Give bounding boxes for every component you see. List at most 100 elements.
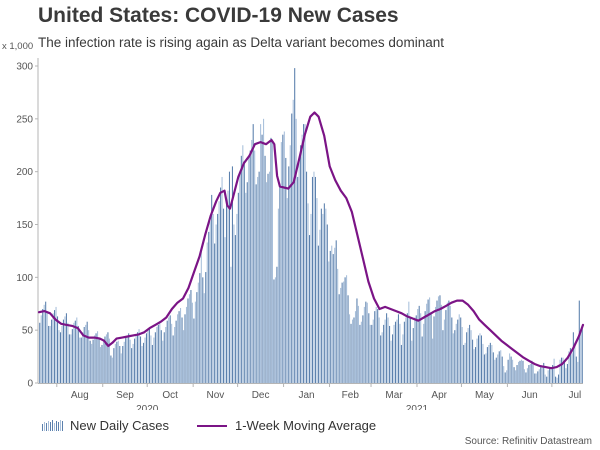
- bar: [308, 235, 311, 383]
- bar: [263, 118, 265, 383]
- bar: [88, 330, 90, 383]
- bar: [145, 333, 147, 383]
- bar: [577, 361, 579, 383]
- bar: [289, 145, 291, 383]
- bar: [178, 311, 180, 383]
- bar: [120, 353, 122, 383]
- bar: [464, 342, 466, 383]
- bar: [394, 321, 397, 383]
- bar: [556, 377, 558, 383]
- bar: [546, 376, 548, 383]
- bar: [510, 356, 512, 383]
- bar: [541, 366, 543, 383]
- bar: [491, 344, 493, 383]
- bar: [62, 319, 64, 383]
- bar: [572, 332, 574, 383]
- bar: [516, 365, 518, 383]
- bar: [547, 370, 549, 383]
- bar: [129, 339, 131, 383]
- bar: [391, 334, 394, 383]
- bar: [486, 347, 488, 383]
- bar: [396, 319, 398, 383]
- bar: [187, 298, 189, 383]
- bar: [76, 317, 78, 383]
- bar: [71, 329, 73, 383]
- bar: [366, 302, 368, 383]
- bar: [163, 332, 165, 383]
- bar: [467, 328, 469, 383]
- bar: [40, 315, 42, 383]
- bar: [440, 304, 442, 383]
- bar: [369, 324, 371, 383]
- bar: [347, 295, 349, 383]
- bar: [495, 357, 497, 383]
- bar: [513, 367, 515, 383]
- bar: [225, 205, 228, 383]
- bar: [199, 273, 201, 383]
- bar: [512, 359, 514, 383]
- y-tick-label: 150: [16, 220, 33, 231]
- bar: [581, 328, 583, 383]
- bar: [454, 330, 456, 383]
- bar: [217, 213, 219, 383]
- bar: [67, 322, 69, 383]
- bar: [197, 282, 199, 383]
- bar: [122, 346, 124, 383]
- bar: [300, 145, 302, 383]
- bar: [297, 176, 299, 383]
- bar: [194, 301, 196, 383]
- bar: [322, 213, 324, 383]
- bar: [117, 340, 119, 383]
- bar: [423, 323, 425, 383]
- bar: [515, 370, 517, 383]
- bar: [182, 330, 185, 383]
- bar: [500, 350, 502, 383]
- bar: [452, 333, 454, 383]
- x-tick-label: Mar: [385, 390, 403, 401]
- legend: New Daily Cases 1-Week Moving Average: [42, 418, 404, 433]
- bar: [343, 281, 345, 383]
- bar: [306, 171, 308, 383]
- bar: [252, 124, 254, 384]
- bar: [320, 208, 322, 383]
- bar: [74, 320, 76, 383]
- bar: [111, 357, 113, 383]
- bar: [86, 321, 88, 383]
- bar: [134, 338, 136, 383]
- axes: 0 50 100 150 200 250 300 Aug Sep Oct Nov Dec Jan Feb M…: [16, 58, 583, 410]
- bar: [303, 124, 305, 384]
- bar: [442, 330, 444, 383]
- bar: [525, 372, 527, 383]
- bar: [420, 313, 422, 383]
- bar: [65, 313, 67, 383]
- source-note: Source: Refinitiv Datastream: [464, 436, 592, 447]
- bar: [184, 314, 186, 383]
- bar: [245, 192, 247, 383]
- y-tick-label: 300: [16, 62, 33, 73]
- bar: [571, 353, 573, 383]
- bar: [346, 275, 348, 383]
- bar: [141, 346, 143, 383]
- bar: [559, 359, 561, 383]
- legend-item-moving-average: 1-Week Moving Average: [196, 418, 376, 433]
- bar: [243, 161, 245, 383]
- bar: [92, 339, 94, 383]
- bar: [522, 360, 524, 383]
- bar: [507, 359, 509, 383]
- bar: [125, 337, 127, 383]
- bar: [400, 344, 402, 383]
- bar: [266, 182, 268, 383]
- bar: [368, 313, 370, 383]
- bar: [108, 338, 110, 383]
- bar: [463, 344, 465, 383]
- bar: [340, 287, 342, 383]
- bar: [153, 337, 155, 383]
- bar: [415, 315, 417, 383]
- bar: [95, 333, 97, 383]
- x-tick-label: Jul: [568, 390, 581, 401]
- bar: [157, 324, 159, 383]
- bar: [543, 362, 545, 383]
- bar: [193, 318, 195, 383]
- x-tick-label: Apr: [431, 390, 447, 401]
- moving-average-line: [37, 111, 585, 370]
